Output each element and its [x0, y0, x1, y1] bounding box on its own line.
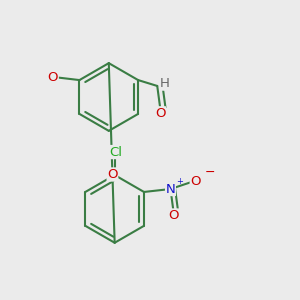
Text: O: O [168, 209, 179, 222]
Text: O: O [155, 107, 165, 120]
Text: H: H [160, 77, 170, 90]
Text: +: + [176, 177, 183, 186]
Text: O: O [190, 175, 201, 188]
Text: −: − [205, 167, 215, 179]
Text: O: O [107, 168, 118, 181]
Text: N: N [166, 182, 176, 196]
Text: O: O [48, 70, 58, 84]
Text: Cl: Cl [110, 146, 123, 159]
